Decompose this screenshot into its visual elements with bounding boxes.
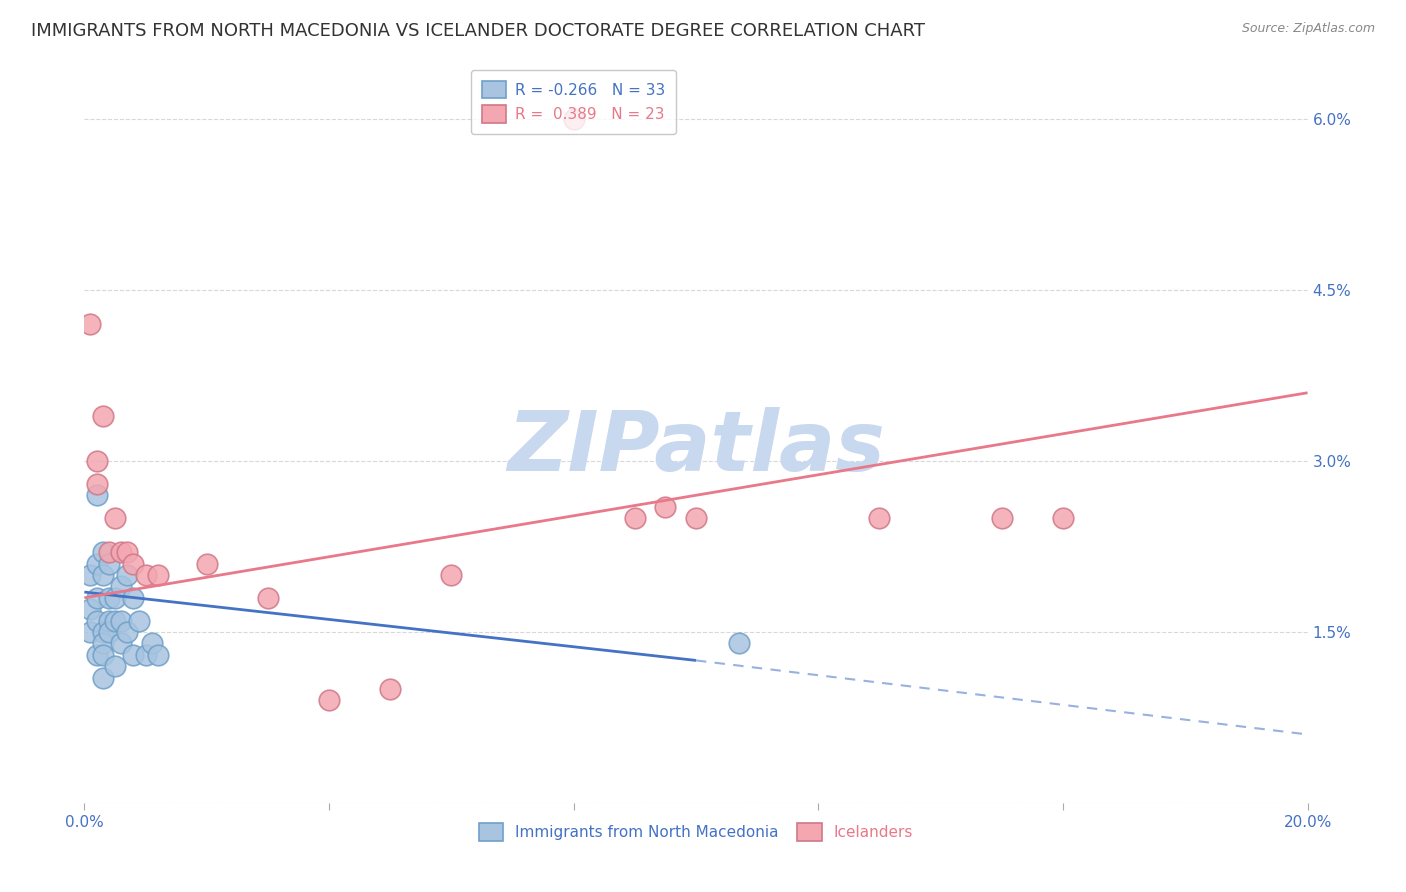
Text: ZIPatlas: ZIPatlas bbox=[508, 407, 884, 488]
Point bbox=[79, 318, 101, 332]
Point bbox=[91, 624, 114, 639]
Point bbox=[110, 545, 132, 559]
Point bbox=[146, 648, 169, 662]
Point bbox=[79, 602, 101, 616]
Point bbox=[122, 557, 145, 571]
Point bbox=[654, 500, 676, 514]
Point bbox=[97, 624, 120, 639]
Point bbox=[86, 614, 108, 628]
Point bbox=[91, 545, 114, 559]
Point bbox=[91, 409, 114, 423]
Point bbox=[380, 681, 402, 696]
Point bbox=[257, 591, 280, 605]
Point bbox=[104, 591, 127, 605]
Point bbox=[104, 511, 127, 525]
Point bbox=[135, 648, 157, 662]
Point bbox=[86, 648, 108, 662]
Point bbox=[86, 454, 108, 468]
Point bbox=[115, 624, 138, 639]
Point bbox=[97, 545, 120, 559]
Point bbox=[624, 511, 647, 525]
Point bbox=[141, 636, 163, 650]
Point bbox=[440, 568, 463, 582]
Point bbox=[727, 636, 749, 650]
Point bbox=[97, 557, 120, 571]
Point bbox=[318, 693, 340, 707]
Point bbox=[79, 624, 101, 639]
Point bbox=[104, 659, 127, 673]
Text: Source: ZipAtlas.com: Source: ZipAtlas.com bbox=[1241, 22, 1375, 36]
Point bbox=[79, 568, 101, 582]
Point bbox=[685, 511, 707, 525]
Point bbox=[115, 568, 138, 582]
Point bbox=[135, 568, 157, 582]
Point bbox=[86, 557, 108, 571]
Point bbox=[122, 648, 145, 662]
Point bbox=[110, 636, 132, 650]
Point bbox=[86, 591, 108, 605]
Point bbox=[110, 579, 132, 593]
Text: IMMIGRANTS FROM NORTH MACEDONIA VS ICELANDER DOCTORATE DEGREE CORRELATION CHART: IMMIGRANTS FROM NORTH MACEDONIA VS ICELA… bbox=[31, 22, 925, 40]
Point bbox=[869, 511, 891, 525]
Point bbox=[1052, 511, 1074, 525]
Point bbox=[146, 568, 169, 582]
Point bbox=[86, 488, 108, 502]
Point bbox=[91, 636, 114, 650]
Legend: Immigrants from North Macedonia, Icelanders: Immigrants from North Macedonia, Iceland… bbox=[472, 817, 920, 847]
Point bbox=[104, 614, 127, 628]
Point bbox=[110, 614, 132, 628]
Point bbox=[86, 476, 108, 491]
Point bbox=[91, 568, 114, 582]
Point bbox=[122, 591, 145, 605]
Point bbox=[991, 511, 1014, 525]
Point bbox=[91, 671, 114, 685]
Point bbox=[91, 648, 114, 662]
Point bbox=[562, 112, 585, 127]
Point bbox=[128, 614, 150, 628]
Point bbox=[97, 591, 120, 605]
Point bbox=[115, 545, 138, 559]
Point bbox=[97, 614, 120, 628]
Point bbox=[195, 557, 218, 571]
